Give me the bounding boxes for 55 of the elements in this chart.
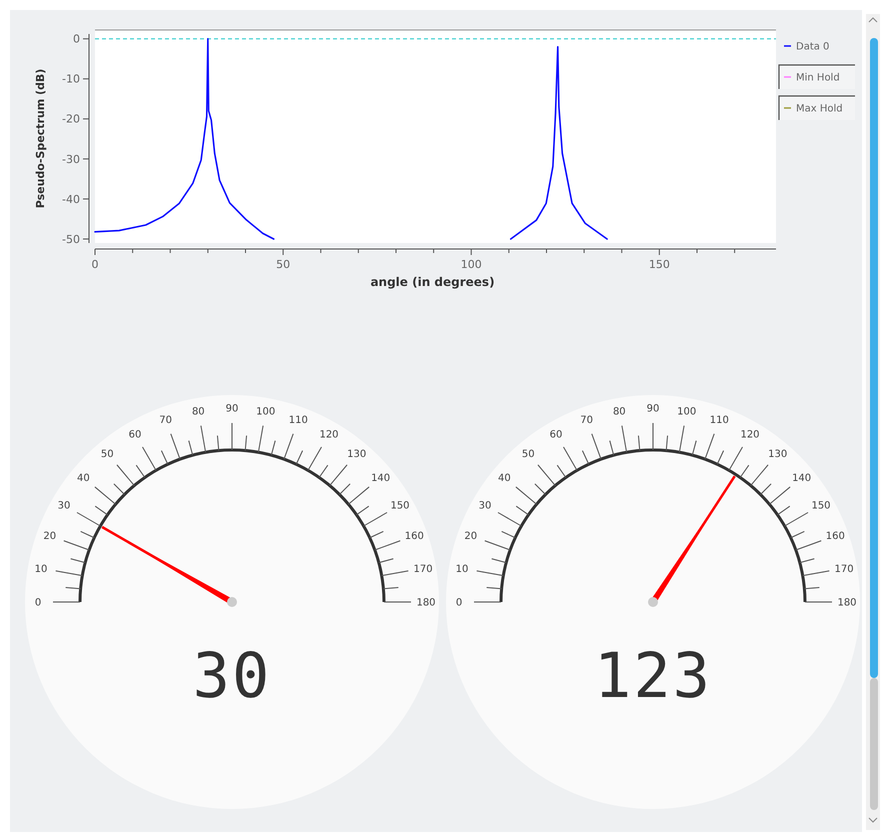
x-axis-title: angle (in degrees) <box>370 275 495 289</box>
text: 20 <box>43 531 56 542</box>
text: 50 <box>100 448 114 460</box>
legend-label: Min Hold <box>796 72 840 84</box>
text: 120 <box>740 429 760 440</box>
text: 70 <box>580 415 594 426</box>
text: 60 <box>550 429 562 440</box>
x-tick-label: 150 <box>648 258 670 271</box>
text: 40 <box>77 472 90 484</box>
text: 10 <box>34 564 48 575</box>
text: 110 <box>710 415 729 426</box>
text: 60 <box>128 429 142 440</box>
text: 180 <box>416 598 436 608</box>
text: 0 <box>456 598 462 608</box>
text: 140 <box>792 472 812 484</box>
text: 50 <box>522 448 535 460</box>
text: 170 <box>834 564 854 575</box>
text: 140 <box>371 472 390 484</box>
y-axis-title: Pseudo-Spectrum (dB) <box>34 68 47 208</box>
text: 180 <box>837 598 857 608</box>
text: 150 <box>390 500 410 512</box>
text: 10 <box>456 564 468 575</box>
x-tick-label: 100 <box>460 258 482 271</box>
text: 30 <box>478 500 492 512</box>
text: 0 <box>34 598 42 608</box>
text: 120 <box>319 429 339 440</box>
data-label: 123 <box>594 639 712 712</box>
text: 70 <box>159 415 172 426</box>
text: 80 <box>192 406 205 418</box>
text: 80 <box>612 406 626 418</box>
y-tick-label: -10 <box>62 72 80 86</box>
text: 90 <box>226 404 238 414</box>
text: 90 <box>646 404 660 414</box>
data-label: 30 <box>192 639 272 712</box>
text: 130 <box>347 448 366 460</box>
text: 100 <box>677 406 696 418</box>
text: 150 <box>811 500 831 512</box>
text: 40 <box>498 472 511 484</box>
y-tick-label: -50 <box>62 232 80 246</box>
y-tick-label: -40 <box>62 192 80 206</box>
y-tick-label: 0 <box>73 32 80 46</box>
legend-label: Data 0 <box>796 42 830 52</box>
text: 160 <box>826 531 845 542</box>
x-tick-label: 50 <box>276 258 290 271</box>
text: 160 <box>404 531 424 542</box>
y-tick-label: -30 <box>62 152 80 166</box>
text: 170 <box>414 564 433 575</box>
y-tick-label: -20 <box>62 112 80 126</box>
text: 30 <box>58 500 70 512</box>
text: 20 <box>464 531 478 542</box>
x-tick-label: 0 <box>92 258 98 271</box>
text: 130 <box>768 448 788 460</box>
text: 100 <box>256 406 276 418</box>
text: 110 <box>288 415 308 426</box>
legend-label: Max Hold <box>796 104 843 114</box>
